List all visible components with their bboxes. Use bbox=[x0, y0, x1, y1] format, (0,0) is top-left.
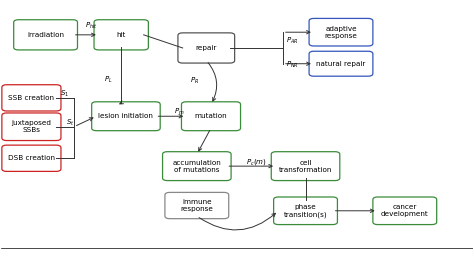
Text: $P_c(m)$: $P_c(m)$ bbox=[246, 157, 267, 167]
FancyBboxPatch shape bbox=[94, 20, 148, 50]
Text: hit: hit bbox=[117, 32, 126, 38]
FancyBboxPatch shape bbox=[309, 51, 373, 76]
FancyBboxPatch shape bbox=[309, 18, 373, 46]
Text: SSB creation: SSB creation bbox=[9, 95, 55, 101]
Text: $P_{AR}$: $P_{AR}$ bbox=[286, 36, 299, 46]
Text: adaptive
response: adaptive response bbox=[325, 26, 357, 39]
FancyBboxPatch shape bbox=[165, 192, 229, 219]
FancyBboxPatch shape bbox=[2, 113, 61, 140]
Text: $P_R$: $P_R$ bbox=[190, 76, 199, 86]
Text: lesion initiation: lesion initiation bbox=[99, 113, 154, 119]
Text: $P_{hit}$: $P_{hit}$ bbox=[85, 21, 98, 31]
FancyBboxPatch shape bbox=[14, 20, 77, 50]
FancyBboxPatch shape bbox=[2, 85, 61, 111]
Text: $P_m$: $P_m$ bbox=[174, 107, 185, 117]
FancyBboxPatch shape bbox=[373, 197, 437, 225]
Text: accumulation
of mutations: accumulation of mutations bbox=[173, 160, 221, 173]
Text: repair: repair bbox=[196, 45, 217, 51]
Text: juxtaposed
SSBs: juxtaposed SSBs bbox=[11, 120, 51, 133]
Text: phase
transition(s): phase transition(s) bbox=[284, 204, 328, 218]
Text: $S_1$: $S_1$ bbox=[60, 89, 69, 99]
Text: $P_L$: $P_L$ bbox=[104, 74, 113, 84]
Text: cancer
development: cancer development bbox=[381, 204, 428, 217]
Text: $P_{NR}$: $P_{NR}$ bbox=[286, 60, 299, 70]
FancyBboxPatch shape bbox=[182, 102, 240, 131]
Text: immune
response: immune response bbox=[181, 199, 213, 212]
FancyBboxPatch shape bbox=[271, 152, 340, 181]
FancyBboxPatch shape bbox=[91, 102, 160, 131]
Text: cell
transformation: cell transformation bbox=[279, 160, 332, 173]
FancyBboxPatch shape bbox=[273, 197, 337, 225]
Text: natural repair: natural repair bbox=[316, 61, 365, 67]
FancyBboxPatch shape bbox=[178, 33, 235, 63]
FancyBboxPatch shape bbox=[163, 152, 231, 181]
Text: $S_t$: $S_t$ bbox=[66, 118, 75, 128]
Text: mutation: mutation bbox=[195, 113, 228, 119]
Text: irradiation: irradiation bbox=[27, 32, 64, 38]
FancyBboxPatch shape bbox=[2, 145, 61, 171]
Text: DSB creation: DSB creation bbox=[8, 155, 55, 161]
